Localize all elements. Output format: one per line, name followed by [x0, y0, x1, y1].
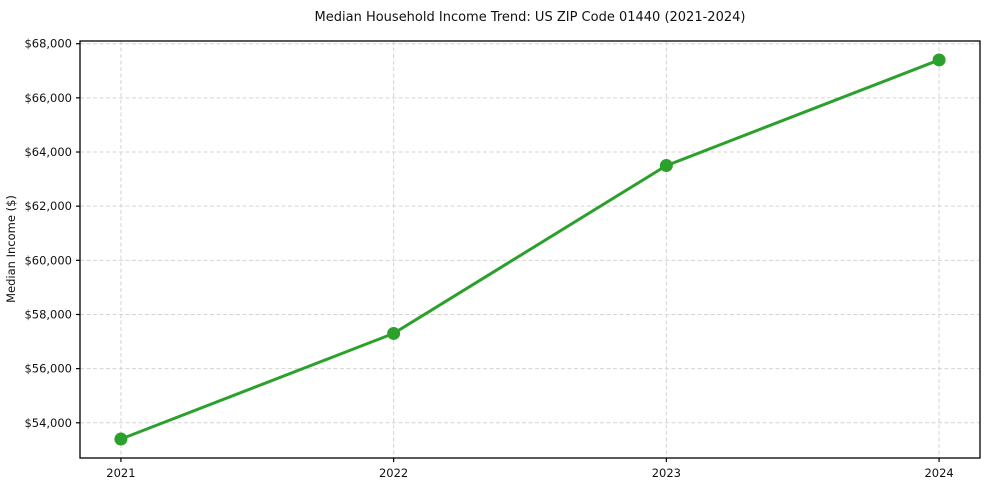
x-tick-label: 2023	[652, 466, 681, 480]
chart-title: Median Household Income Trend: US ZIP Co…	[315, 10, 746, 25]
y-tick-label: $62,000	[24, 199, 72, 213]
y-tick-label: $68,000	[24, 37, 72, 51]
data-point	[659, 159, 673, 173]
y-tick-label: $60,000	[24, 253, 72, 267]
y-tick-label: $56,000	[24, 362, 72, 376]
data-point	[387, 326, 401, 340]
y-tick-label: $66,000	[24, 91, 72, 105]
y-tick-label: $54,000	[24, 416, 72, 430]
plot-border	[79, 40, 981, 459]
data-point	[932, 53, 946, 67]
x-tick-label: 2021	[106, 466, 135, 480]
x-tick-label: 2024	[924, 466, 953, 480]
y-axis-label: Median Income ($)	[4, 195, 18, 303]
y-tick-label: $64,000	[24, 145, 72, 159]
y-tick-label: $58,000	[24, 307, 72, 321]
x-tick-label: 2022	[379, 466, 408, 480]
plot-area: 2021 2022 2023 2024 $54,000 $56,000 $58,000 $60…	[24, 37, 981, 480]
trend-line	[119, 58, 941, 441]
data-point	[114, 432, 128, 446]
